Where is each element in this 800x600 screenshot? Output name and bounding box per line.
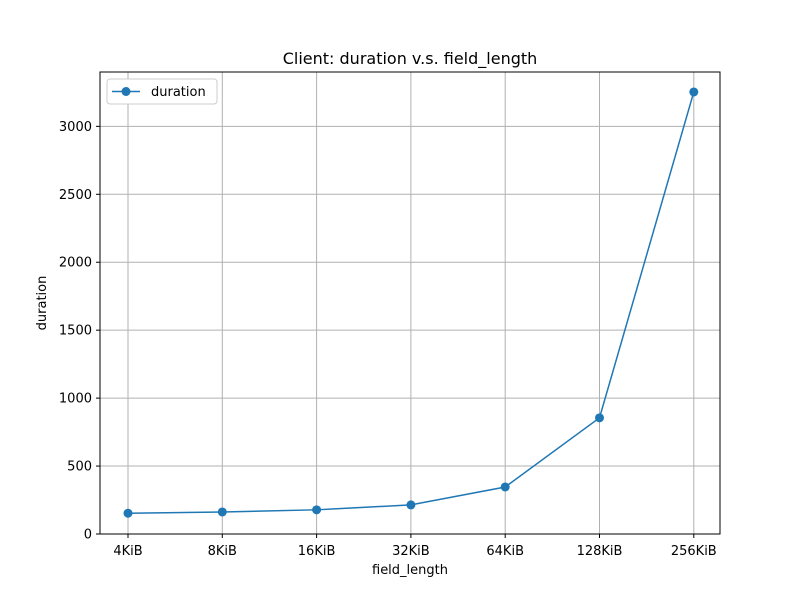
axes-frame	[99, 71, 721, 535]
y-tick-label: 0	[84, 528, 92, 543]
legend-series-marker	[121, 87, 131, 96]
legend-box	[106, 78, 218, 105]
x-tick-label: 4KiB	[113, 544, 142, 559]
chart-title: Client: duration v.s. field_length	[283, 49, 538, 69]
series-layer	[123, 87, 699, 518]
y-tick-label: 500	[67, 460, 92, 475]
x-tick-label: 128KiB	[577, 544, 623, 559]
data-point	[123, 508, 133, 518]
x-axis-label: field_length	[372, 563, 448, 578]
x-axis-ticks: 4KiB 8KiB 16KiB 32KiB 64KiB 128KiB 256KiB	[113, 534, 717, 559]
data-point	[595, 413, 604, 423]
data-point	[217, 507, 227, 517]
x-tick-label: 8KiB	[208, 544, 237, 559]
x-tick-label: 256KiB	[671, 544, 717, 559]
data-point	[312, 505, 322, 515]
data-point	[406, 500, 416, 510]
x-tick-label: 32KiB	[392, 544, 430, 559]
legend: duration	[106, 78, 218, 105]
y-tick-label: 1500	[59, 324, 92, 339]
x-tick-label: 16KiB	[298, 544, 336, 559]
data-point	[500, 482, 510, 492]
y-tick-label: 2000	[59, 256, 92, 271]
data-point	[689, 87, 699, 97]
y-axis-ticks: 0 500 1000 1500 2000 2500 3000	[59, 120, 100, 543]
y-tick-label: 1000	[59, 392, 92, 407]
y-axis-label: duration	[35, 276, 50, 331]
y-tick-label: 3000	[59, 120, 92, 135]
y-tick-label: 2500	[59, 188, 92, 203]
legend-series-label: duration	[151, 85, 206, 100]
x-tick-label: 64KiB	[486, 544, 524, 559]
